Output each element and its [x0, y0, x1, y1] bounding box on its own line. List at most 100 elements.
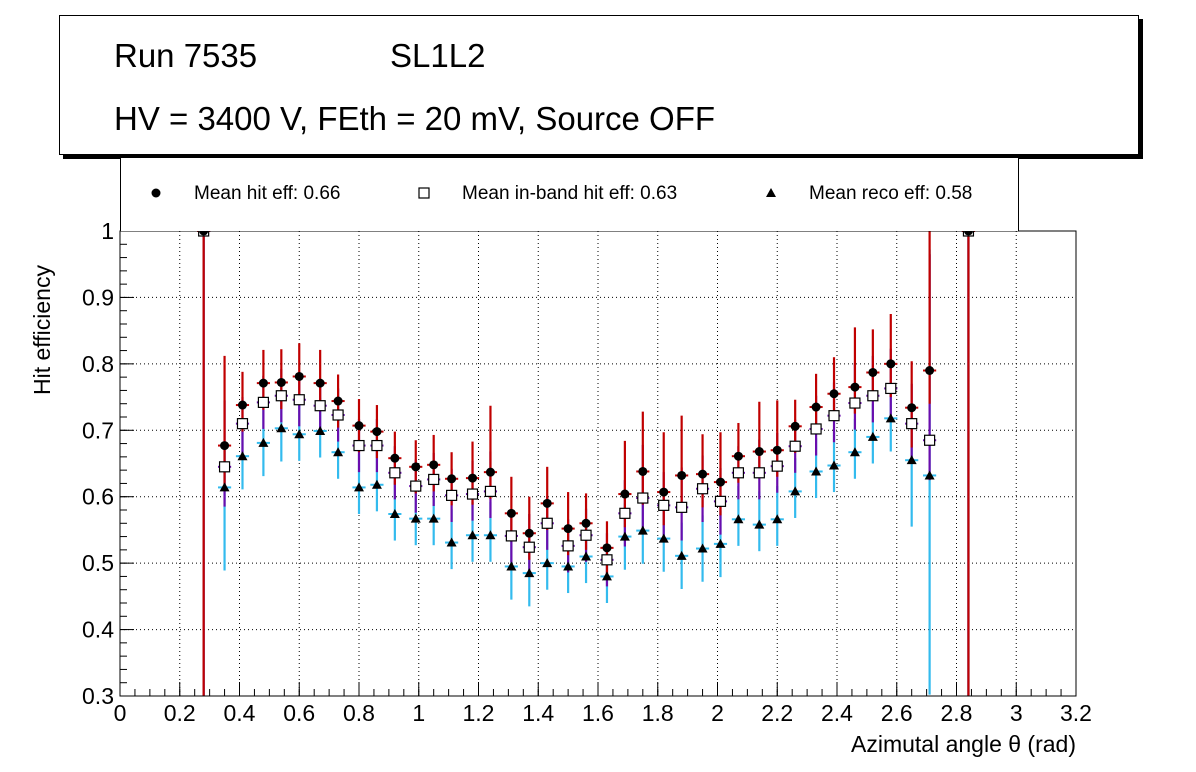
reco-marker [924, 470, 935, 480]
reco-marker [276, 423, 287, 433]
inband-marker [771, 460, 783, 472]
x-tick-label: 0.6 [283, 700, 315, 726]
hit-marker [829, 389, 839, 399]
legend-hit-marker [151, 188, 161, 198]
legend-hit-label: Mean hit eff: 0.66 [194, 183, 341, 204]
x-tick-label: 1.6 [582, 700, 614, 726]
inband-marker [580, 529, 592, 541]
inband-marker [906, 418, 918, 430]
run-label: Run 7535 [114, 37, 258, 74]
inband-marker [810, 423, 822, 435]
x-tick-label: 1 [412, 700, 425, 726]
reco-marker [371, 479, 382, 489]
x-tick-label: 3.2 [1060, 700, 1092, 726]
hit-marker [925, 366, 935, 375]
inband-marker [466, 488, 479, 500]
inband-marker [275, 390, 287, 402]
x-tick-label: 1.8 [642, 700, 674, 726]
inband-marker [885, 382, 897, 395]
y-tick-label: 1 [101, 218, 114, 244]
reco-marker [581, 551, 592, 561]
inband-marker [658, 499, 670, 511]
legend-inband-marker [418, 187, 430, 199]
reco-marker [658, 533, 669, 543]
x-tick-label: 0 [114, 700, 127, 726]
hit-marker [411, 462, 421, 472]
hit-marker [620, 489, 630, 499]
hit-marker [333, 396, 343, 406]
inband-marker [446, 489, 458, 501]
inband-marker [676, 501, 688, 513]
inband-marker [218, 461, 231, 473]
hit-marker [485, 467, 495, 477]
x-tick-label: 0.8 [343, 700, 375, 726]
hit-marker [754, 447, 764, 457]
reco-marker [601, 571, 612, 581]
hit-marker [390, 453, 400, 463]
inband-marker [541, 517, 553, 529]
x-tick-label: 2.6 [881, 700, 913, 726]
reco-marker [542, 558, 553, 568]
legend-inband-label: Mean in-band hit eff: 0.63 [462, 183, 678, 204]
x-tick-label: 2 [711, 700, 724, 726]
inband-marker [410, 480, 422, 492]
reco-marker [790, 486, 801, 496]
y-axis-label: Hit efficiency [29, 265, 55, 395]
hit-marker [907, 403, 917, 413]
inband-marker [332, 409, 344, 421]
inband-marker [505, 530, 517, 542]
hit-marker [447, 474, 457, 484]
inband-marker [562, 540, 574, 552]
hit-marker [677, 470, 687, 480]
reco-marker [354, 482, 364, 492]
data-markers [198, 225, 975, 581]
title-box: Run 7535 SL1L2 HV = 3400 V, FEth = 20 mV… [59, 15, 1139, 155]
reco-marker [637, 525, 648, 535]
inband-marker [353, 439, 365, 452]
inband-marker [523, 541, 535, 553]
inband-marker [637, 492, 649, 504]
conditions-label: HV = 3400 V, FEth = 20 mV, Source OFF [114, 100, 716, 137]
x-tick-label: 1.4 [522, 700, 554, 726]
reco-marker [389, 508, 400, 518]
hit-marker [372, 427, 382, 437]
reco-marker [697, 543, 708, 553]
hit-marker [715, 477, 725, 487]
inband-marker [696, 483, 709, 495]
inband-marker [619, 507, 631, 519]
reco-marker [715, 538, 726, 548]
hit-marker [354, 421, 364, 431]
hit-marker [563, 524, 573, 534]
reco-marker [906, 455, 917, 465]
reco-marker [446, 537, 457, 547]
x-tick-label: 0.4 [224, 700, 256, 726]
inband-marker [236, 418, 249, 430]
y-tick-label: 0.5 [82, 550, 114, 576]
x-tick-label: 0.2 [164, 700, 196, 726]
x-tick-label: 1.2 [463, 700, 495, 726]
x-tick-label: 3 [1010, 700, 1023, 726]
reco-marker [428, 513, 439, 523]
hit-marker [294, 371, 304, 381]
reco-marker [315, 425, 326, 435]
reco-marker [485, 530, 496, 540]
reco-marker [849, 447, 860, 457]
y-tick-label: 0.8 [82, 351, 114, 377]
inband-marker [714, 495, 727, 507]
legend-reco-label: Mean reco eff: 0.58 [809, 183, 973, 204]
inband-marker [371, 439, 383, 452]
inband-marker [293, 394, 305, 406]
hit-marker [581, 518, 591, 528]
hit-marker [733, 451, 743, 461]
hit-marker [429, 460, 439, 470]
reco-marker [467, 530, 478, 540]
inband-marker [732, 467, 745, 479]
hit-marker [524, 528, 534, 538]
inband-marker [924, 434, 936, 446]
reco-marker [754, 519, 765, 529]
reco-marker [333, 447, 344, 457]
inband-marker [867, 390, 879, 402]
layer-label: SL1L2 [390, 37, 486, 74]
x-tick-label: 2.4 [821, 700, 853, 726]
